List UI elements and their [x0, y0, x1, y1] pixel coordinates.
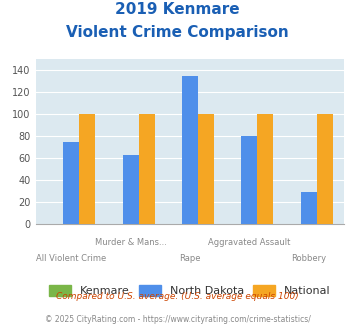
- Bar: [257, 115, 273, 224]
- Bar: [138, 115, 154, 224]
- Bar: [122, 155, 138, 224]
- Bar: [301, 192, 317, 224]
- Legend: Kenmare, North Dakota, National: Kenmare, North Dakota, National: [44, 280, 336, 302]
- Text: 2019 Kenmare: 2019 Kenmare: [115, 2, 240, 16]
- Text: Robbery: Robbery: [291, 254, 326, 263]
- Bar: [63, 142, 79, 224]
- Bar: [79, 115, 95, 224]
- Bar: [317, 115, 333, 224]
- Bar: [241, 136, 257, 224]
- Text: Violent Crime Comparison: Violent Crime Comparison: [66, 25, 289, 40]
- Text: Aggravated Assault: Aggravated Assault: [208, 238, 290, 247]
- Text: Rape: Rape: [179, 254, 201, 263]
- Text: © 2025 CityRating.com - https://www.cityrating.com/crime-statistics/: © 2025 CityRating.com - https://www.city…: [45, 315, 310, 324]
- Bar: [182, 76, 198, 224]
- Text: Murder & Mans...: Murder & Mans...: [94, 238, 166, 247]
- Text: Compared to U.S. average. (U.S. average equals 100): Compared to U.S. average. (U.S. average …: [56, 292, 299, 301]
- Bar: [198, 115, 214, 224]
- Text: All Violent Crime: All Violent Crime: [36, 254, 106, 263]
